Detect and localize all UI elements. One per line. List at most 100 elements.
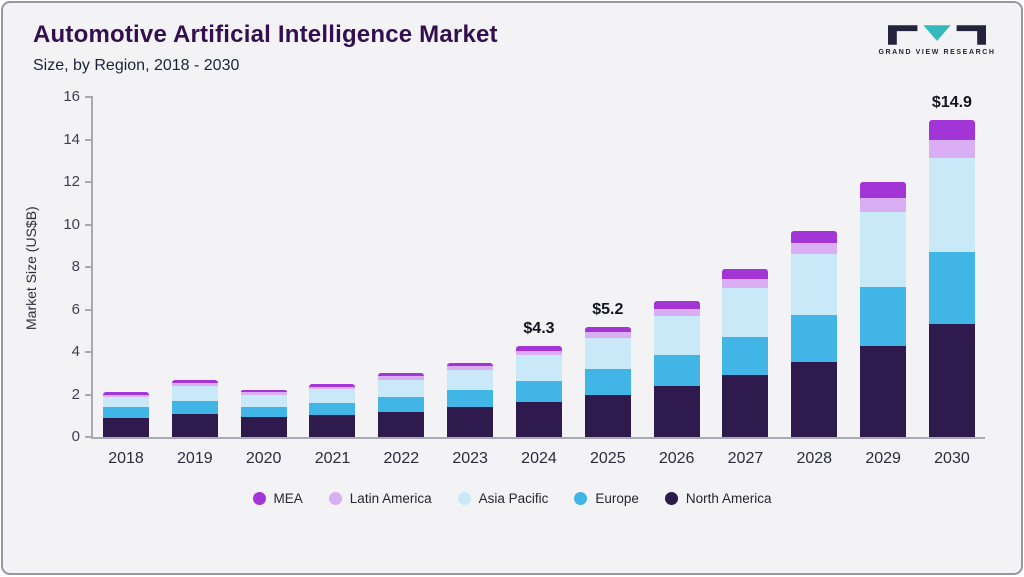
y-tick-label-2: 2 bbox=[71, 385, 80, 403]
bar-segment-latin-america-2019 bbox=[171, 382, 218, 386]
bar-2021: 2021 bbox=[309, 97, 356, 467]
brand-logo-text: GRAND VIEW RESEARCH bbox=[878, 49, 996, 56]
bar-2023: 2023 bbox=[447, 97, 494, 467]
bar-stack-2026 bbox=[653, 301, 700, 437]
y-tick-label-16: 16 bbox=[63, 88, 80, 105]
bar-stack-2021 bbox=[309, 383, 356, 437]
y-tick-mark-2 bbox=[85, 393, 93, 396]
bar-segment-asia-pacific-2019 bbox=[171, 386, 218, 401]
total-label-2024: $4.3 bbox=[523, 319, 555, 337]
bar-2019: 2019 bbox=[171, 97, 218, 467]
bar-segment-north-america-2030 bbox=[928, 324, 975, 437]
legend-label-mea: MEA bbox=[273, 491, 303, 506]
x-tick-label-2026: 2026 bbox=[658, 450, 695, 467]
plot-wrap: 2018 2019 2020 2021 2022 2023 2024 $4.3 2025 $5.2… bbox=[63, 88, 985, 467]
legend-item-latin-america: Latin America bbox=[328, 491, 432, 506]
x-tick-label-2021: 2021 bbox=[314, 450, 351, 467]
y-tick-label-6: 6 bbox=[71, 300, 80, 318]
bar-segment-asia-pacific-2024 bbox=[515, 355, 562, 381]
legend-item-mea: MEA bbox=[252, 491, 303, 506]
y-tick-mark-6 bbox=[85, 308, 93, 311]
legend-item-asia-pacific: Asia Pacific bbox=[457, 491, 548, 506]
y-tick-mark-12 bbox=[85, 181, 93, 183]
bar-segment-asia-pacific-2018 bbox=[103, 396, 149, 408]
bar-segment-latin-america-2029 bbox=[860, 197, 907, 212]
bar-2030: 2030 $14.9 bbox=[928, 94, 975, 467]
total-label-2025: $5.2 bbox=[592, 300, 624, 318]
y-tick-label-0: 0 bbox=[71, 428, 80, 445]
bar-segment-mea-2030 bbox=[928, 120, 975, 140]
bar-segment-europe-2021 bbox=[309, 403, 356, 416]
bar-segment-latin-america-2027 bbox=[722, 279, 769, 289]
bar-2026: 2026 bbox=[653, 97, 700, 467]
plot-area: 2018 2019 2020 2021 2022 2023 2024 $4.3 2025 $5.2… bbox=[63, 88, 985, 467]
bar-2024: 2024 $4.3 bbox=[515, 97, 562, 467]
x-tick-label-2029: 2029 bbox=[865, 450, 901, 467]
bar-segment-asia-pacific-2029 bbox=[860, 211, 907, 288]
bar-segment-latin-america-2028 bbox=[791, 243, 838, 255]
y-tick-mark-8 bbox=[85, 266, 93, 268]
legend-dot-north-america bbox=[664, 492, 678, 505]
bar-segment-asia-pacific-2028 bbox=[791, 254, 838, 315]
grand-view-research-logo-icon bbox=[888, 25, 986, 45]
bar-segment-asia-pacific-2020 bbox=[240, 394, 287, 407]
bar-segment-europe-2028 bbox=[791, 314, 838, 362]
x-tick-label-2027: 2027 bbox=[727, 450, 764, 467]
legend-dot-asia-pacific bbox=[457, 492, 471, 505]
bar-stack-2030 bbox=[928, 120, 975, 437]
bar-segment-north-america-2021 bbox=[309, 415, 356, 437]
bar-segment-asia-pacific-2022 bbox=[378, 379, 425, 397]
total-label-2030: $14.9 bbox=[931, 94, 972, 112]
bar-segment-latin-america-2018 bbox=[103, 394, 149, 397]
bar-segment-mea-2018 bbox=[103, 392, 149, 395]
y-tick-label-10: 10 bbox=[63, 215, 80, 233]
bar-2022: 2022 bbox=[378, 97, 425, 467]
bar-segment-mea-2021 bbox=[309, 383, 356, 387]
bar-segment-north-america-2028 bbox=[791, 361, 838, 437]
y-tick-label-4: 4 bbox=[71, 343, 80, 360]
bar-segment-europe-2019 bbox=[171, 400, 218, 414]
bar-stack-2019 bbox=[171, 379, 218, 437]
bar-stack-2027 bbox=[722, 269, 769, 437]
bar-stack-2022 bbox=[378, 373, 425, 437]
bar-stack-2018 bbox=[103, 392, 149, 437]
legend-item-north-america: North America bbox=[664, 491, 772, 506]
bar-segment-mea-2020 bbox=[240, 390, 287, 393]
y-tick-mark-4 bbox=[85, 351, 93, 353]
y-tick-mark-10 bbox=[85, 223, 93, 226]
bar-stack-2025 bbox=[584, 326, 631, 437]
bar-stack-2020 bbox=[240, 390, 287, 437]
bar-segment-latin-america-2020 bbox=[240, 392, 287, 395]
bar-segment-mea-2029 bbox=[860, 182, 907, 198]
legend-item-europe: Europe bbox=[574, 491, 639, 506]
y-tick-label-14: 14 bbox=[63, 130, 80, 148]
bar-segment-latin-america-2024 bbox=[515, 350, 562, 356]
x-tick-label-2024: 2024 bbox=[521, 450, 557, 467]
y-tick-mark-14 bbox=[85, 138, 93, 141]
bar-segment-asia-pacific-2021 bbox=[309, 389, 356, 404]
bar-segment-europe-2030 bbox=[928, 252, 975, 325]
x-tick-label-2028: 2028 bbox=[796, 450, 833, 467]
legend-label-north-america: North America bbox=[685, 491, 772, 506]
bar-segment-north-america-2025 bbox=[584, 394, 631, 437]
legend-label-latin-america: Latin America bbox=[349, 491, 432, 506]
bar-segment-europe-2027 bbox=[722, 337, 769, 376]
legend-dot-latin-america bbox=[328, 492, 342, 505]
bar-segment-europe-2020 bbox=[240, 406, 287, 418]
bar-2025: 2025 $5.2 bbox=[584, 97, 631, 467]
y-tick-label-8: 8 bbox=[71, 258, 80, 275]
bar-2020: 2020 bbox=[240, 97, 287, 467]
bar-stack-2029 bbox=[860, 182, 907, 437]
bar-segment-north-america-2022 bbox=[378, 411, 425, 437]
bar-segment-europe-2023 bbox=[447, 389, 494, 408]
x-tick-label-2022: 2022 bbox=[383, 450, 420, 467]
x-tick-label-2030: 2030 bbox=[934, 450, 970, 467]
bar-segment-mea-2019 bbox=[171, 379, 218, 383]
bar-segment-europe-2029 bbox=[860, 287, 907, 346]
bar-segment-mea-2022 bbox=[378, 373, 425, 377]
bar-2027: 2027 bbox=[722, 97, 769, 467]
bar-stack-2024 bbox=[515, 345, 562, 437]
bar-segment-north-america-2027 bbox=[722, 375, 769, 437]
y-axis-title: Market Size (US$B) bbox=[23, 206, 39, 330]
bar-segment-mea-2028 bbox=[791, 230, 838, 244]
